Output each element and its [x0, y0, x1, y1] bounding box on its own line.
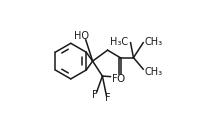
Text: O: O — [116, 73, 124, 83]
Text: HO: HO — [74, 31, 89, 41]
Text: CH₃: CH₃ — [145, 66, 163, 76]
Text: F: F — [105, 93, 110, 102]
Text: F: F — [92, 89, 98, 99]
Text: H₃C: H₃C — [110, 37, 128, 47]
Text: CH₃: CH₃ — [145, 37, 163, 47]
Text: F: F — [112, 73, 118, 83]
